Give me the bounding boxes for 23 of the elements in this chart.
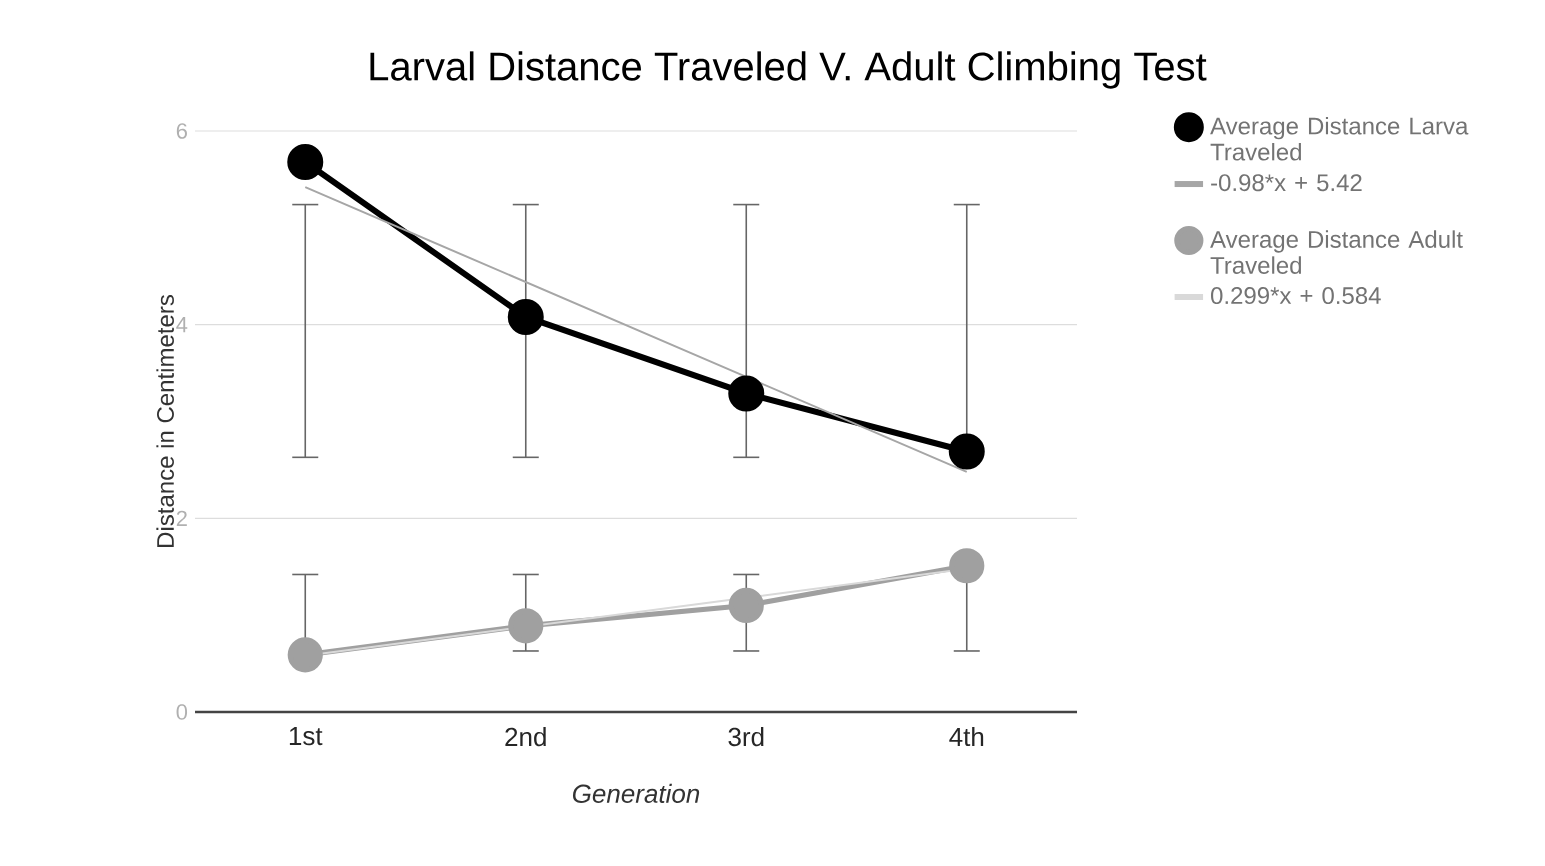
chart-title: Larval Distance Traveled V. Adult Climbing Test <box>370 51 1207 89</box>
y-tick-label: 0 <box>176 704 188 720</box>
point <box>287 143 324 180</box>
legend-label: -0.98*x + 5.42 <box>1211 174 1362 192</box>
x-tick-label: 4th <box>949 727 984 747</box>
point <box>507 298 544 335</box>
legend-label: Average Distance Larva Traveled <box>1210 116 1469 161</box>
x-tick-label: 3rd <box>728 727 764 747</box>
x-axis-title: Generation <box>572 783 700 803</box>
y-tick-label: 4 <box>176 317 188 333</box>
point <box>949 548 985 584</box>
x-tick-label: 1st <box>289 727 323 746</box>
x-tick-label: 2nd <box>505 727 546 747</box>
y-tick-label: 6 <box>176 123 187 139</box>
point <box>508 608 544 644</box>
y-tick-label: 2 <box>176 510 187 526</box>
point <box>728 375 765 412</box>
legend-label: Average Distance Adult Traveled <box>1210 230 1463 274</box>
point <box>728 587 764 624</box>
legend-label: 0.299*x + 0.584 <box>1211 287 1381 305</box>
y-axis-title: Distance in Centimeters <box>156 295 174 547</box>
point <box>287 637 323 673</box>
point <box>948 433 985 470</box>
